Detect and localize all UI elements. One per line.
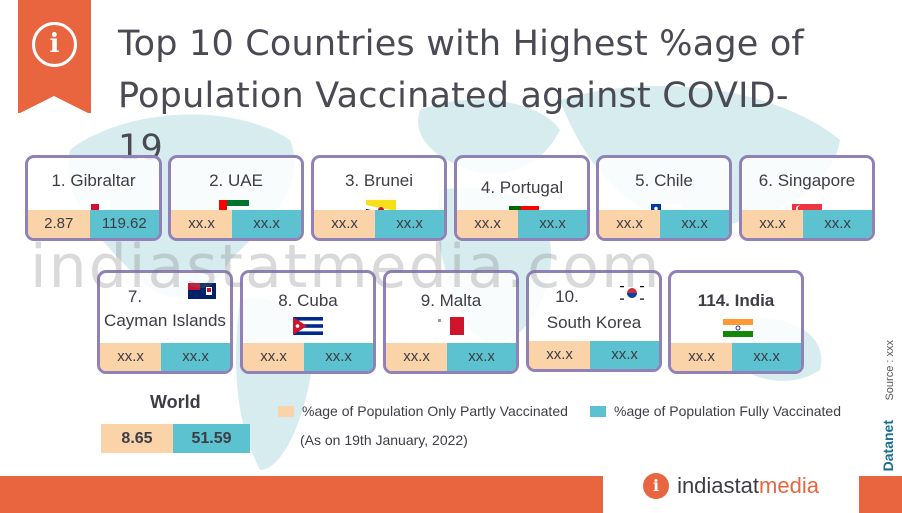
chart-title: Top 10 Countries with Highest %age of Po… [118, 18, 818, 174]
country-label: 4. Portugal [480, 178, 564, 197]
value-bar: xx.x xx.x [100, 343, 230, 371]
source-text: Source : xxx [884, 340, 896, 401]
value-bar: xx.x xx.x [457, 210, 587, 238]
value-bar: xx.x xx.x [386, 343, 516, 371]
info-tab: i [18, 0, 91, 114]
fully-value: xx.x [590, 341, 659, 369]
country-card-singapore: 6. Singapore xx.x xx.x [739, 155, 875, 241]
fully-value: xx.x [518, 210, 587, 238]
country-rank: 7. [127, 287, 143, 306]
country-label: 5. Chile [635, 171, 693, 190]
fully-value: xx.x [732, 343, 801, 371]
country-label: 2. UAE [209, 171, 263, 190]
logo-icon: i [643, 472, 670, 499]
partly-value: xx.x [529, 341, 591, 369]
fully-value: xx.x [232, 210, 301, 238]
legend-fully: %age of Population Fully Vaccinated [590, 403, 841, 419]
country-label: Cayman Islands [104, 311, 226, 330]
country-rank: 10. [555, 287, 579, 306]
partly-value: xx.x [457, 210, 519, 238]
country-card-uae: 2. UAE xx.x xx.x [168, 155, 304, 241]
info-icon: i [32, 22, 77, 67]
partly-value: xx.x [671, 343, 733, 371]
country-label: 8. Cuba [278, 291, 338, 310]
country-card-south-korea: 10. South Korea xx.x xx.x [526, 270, 662, 372]
country-label: 9. Malta [420, 291, 482, 310]
partly-value: xx.x [314, 210, 376, 238]
south-korea-flag-icon [617, 283, 647, 303]
value-bar: xx.x xx.x [171, 210, 301, 238]
legend-partly: %age of Population Only Partly Vaccinate… [278, 403, 568, 419]
country-card-india: 114. India xx.x xx.x [668, 270, 804, 374]
country-card-malta: 9. Malta xx.x xx.x [383, 270, 519, 374]
world-fully-value: 51.59 [173, 424, 250, 453]
logo-text-part1: indiastat [677, 472, 760, 498]
partly-value: xx.x [386, 343, 448, 371]
world-value-bar: 8.65 51.59 [101, 424, 250, 453]
country-card-portugal: 4. Portugal xx.x xx.x [454, 155, 590, 241]
logo-text-part2: media [759, 472, 819, 498]
country-label: 3. Brunei [344, 171, 414, 190]
country-card-cuba: 8. Cuba xx.x xx.x [240, 270, 376, 374]
legend-label-fully: %age of Population Fully Vaccinated [614, 403, 841, 419]
country-label: 6. Singapore [758, 171, 856, 190]
value-bar: 2.87 119.62 [28, 210, 159, 238]
value-bar: xx.x xx.x [742, 210, 872, 238]
value-bar: xx.x xx.x [314, 210, 444, 238]
world-label: World [150, 392, 201, 412]
country-card-chile: 5. Chile xx.x xx.x [596, 155, 732, 241]
cayman-islands-flag-icon [188, 283, 216, 299]
partly-value: xx.x [599, 210, 661, 238]
fully-value: 119.62 [89, 210, 159, 238]
country-label: 114. India [697, 291, 775, 310]
country-card-gibraltar: 1. Gibraltar 2.87 119.62 [25, 155, 162, 241]
country-label: 1. Gibraltar [51, 171, 136, 190]
india-flag-icon [723, 319, 753, 337]
fully-value: xx.x [803, 210, 872, 238]
as-of-date: (As on 19th January, 2022) [300, 432, 468, 448]
fully-value: xx.x [304, 343, 373, 371]
title-line-1: Top 10 Countries with Highest %age of [118, 24, 804, 64]
partly-value: xx.x [243, 343, 305, 371]
legend-label-partly: %age of Population Only Partly Vaccinate… [302, 403, 568, 419]
fully-value: xx.x [161, 343, 230, 371]
footer-logo[interactable]: i indiastat media [603, 458, 859, 513]
value-bar: xx.x xx.x [671, 343, 801, 371]
country-card-cayman-islands: 7. Cayman Islands xx.x xx.x [97, 270, 233, 374]
value-bar: xx.x xx.x [243, 343, 373, 371]
value-bar: xx.x xx.x [529, 341, 659, 369]
malta-flag-icon [436, 317, 464, 335]
partly-value: xx.x [100, 343, 162, 371]
country-label: South Korea [546, 313, 642, 332]
watermark: indiastatmedia.com [30, 232, 662, 302]
cuba-flag-icon [293, 317, 323, 335]
country-card-brunei: 3. Brunei xx.x xx.x [311, 155, 447, 241]
fully-value: xx.x [375, 210, 444, 238]
fully-value: xx.x [660, 210, 729, 238]
partly-value: 2.87 [28, 210, 90, 238]
value-bar: xx.x xx.x [599, 210, 729, 238]
legend-swatch-fully [590, 405, 606, 417]
world-partly-value: 8.65 [101, 424, 173, 453]
legend-swatch-partly [278, 405, 294, 417]
partly-value: xx.x [171, 210, 233, 238]
partly-value: xx.x [742, 210, 804, 238]
fully-value: xx.x [447, 343, 516, 371]
